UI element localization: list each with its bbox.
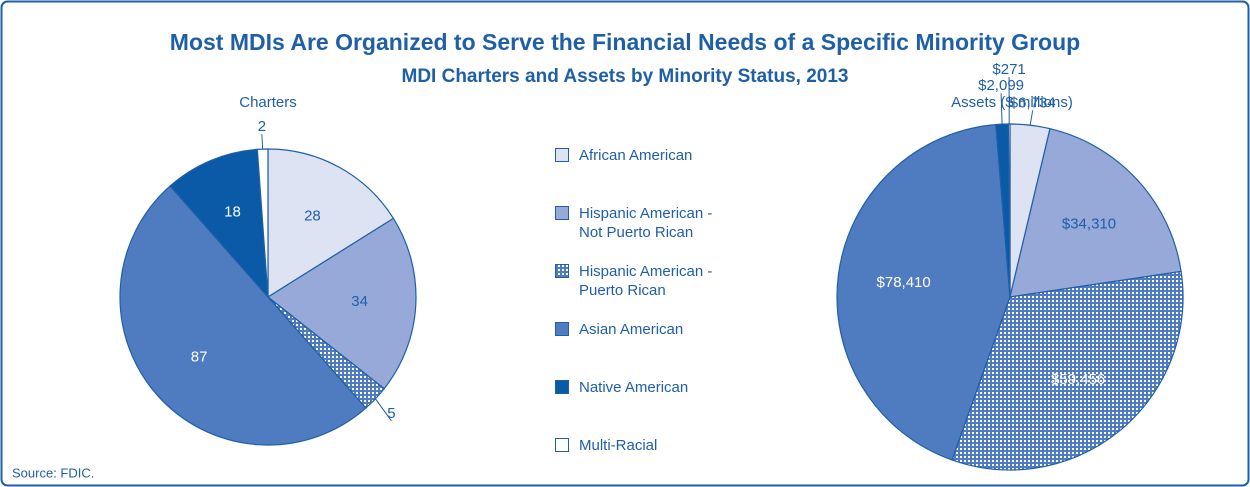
legend-swatch (555, 148, 569, 162)
pie-slice (169, 148, 269, 299)
leader-line (375, 398, 392, 422)
leader-line (1000, 93, 1003, 125)
legend-item: Native American (555, 378, 775, 436)
pie-title: Assets ($ millions) (951, 94, 1073, 111)
legend-swatch (555, 264, 569, 278)
pie-slice (256, 148, 269, 298)
pie-slice (266, 217, 417, 390)
data-label: 5 (387, 405, 395, 422)
legend-item: Multi-Racial (555, 436, 775, 487)
legend-label: Native American (579, 379, 689, 396)
pie-slice (1007, 123, 1011, 298)
pie-slice (267, 148, 395, 299)
legend-item: African American (555, 146, 775, 204)
data-label: 2 (258, 118, 266, 135)
leader-line (261, 134, 264, 150)
data-label: 28 (304, 208, 321, 225)
pie-slice (836, 123, 1011, 461)
data-label: 18 (224, 203, 241, 220)
legend-label: Asian American (579, 321, 684, 338)
pie-title: Charters (239, 94, 297, 111)
data-label: $6,734 (1010, 94, 1056, 111)
data-label: $34,310 (1062, 215, 1116, 232)
data-label: $271 (992, 61, 1025, 78)
pie-slice (951, 270, 1184, 471)
legend-swatch (555, 322, 569, 336)
legend-label: Multi-Racial (579, 437, 658, 454)
leader-line (1029, 110, 1034, 126)
data-label: $2,099 (978, 77, 1024, 94)
legend-item: Hispanic American - Not Puerto Rican (555, 204, 775, 262)
legend-item: Hispanic American - Puerto Rican (555, 262, 775, 320)
chart-subtitle: MDI Charters and Assets by Minority Stat… (402, 66, 849, 87)
data-label: $78,410 (877, 274, 931, 291)
legend-swatch (555, 438, 569, 452)
legend-swatch (555, 206, 569, 220)
legend-label: Hispanic American - Not Puerto Rican (579, 205, 713, 241)
data-label: 34 (351, 293, 368, 310)
legend-label: African American (579, 147, 693, 164)
legend-item: Asian American (555, 320, 775, 378)
legend-swatch (555, 380, 569, 394)
legend-label: Hispanic American - Puerto Rican (579, 263, 713, 299)
source: Source: FDIC. (12, 465, 94, 480)
chart-title: Most MDIs Are Organized to Serve the Fin… (170, 29, 1080, 55)
pie-slice (119, 185, 367, 446)
data-label: 87 (191, 349, 208, 366)
pie-slice (1009, 127, 1182, 298)
legend: African American Hispanic American - Not … (555, 146, 775, 487)
data-label: $59,456 (1051, 371, 1105, 388)
